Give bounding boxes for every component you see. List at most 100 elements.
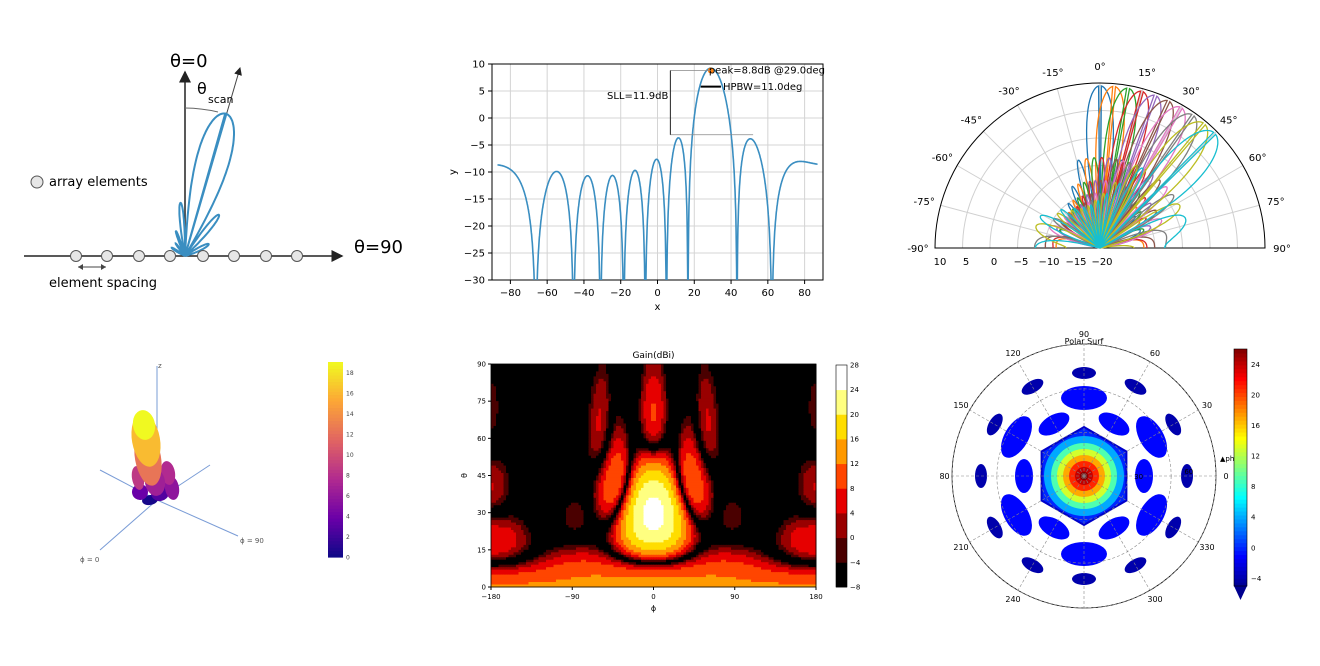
heatmap-cell (591, 420, 594, 424)
heatmap-cell (546, 368, 549, 372)
heatmap-cell (636, 396, 639, 400)
heatmap-cell (658, 416, 662, 420)
heatmap-cell (751, 378, 754, 382)
heatmap-cell (706, 423, 709, 427)
heatmap-cell (633, 393, 637, 397)
heatmap-cell (718, 383, 722, 387)
heatmap-cell (686, 398, 689, 402)
heatmap-cell (701, 393, 704, 397)
heatmap-cell (751, 388, 754, 392)
heatmap-cell (618, 371, 622, 375)
heatmap-cell (553, 376, 557, 380)
heatmap-cell (611, 373, 614, 377)
heatmap-cell (528, 425, 532, 429)
heatmap-cell (713, 413, 717, 417)
heatmap-cell (683, 378, 687, 382)
heatmap-cell (498, 371, 502, 375)
heatmap-cell (568, 364, 572, 367)
heatmap-cell (716, 425, 719, 429)
heatmap-cell (693, 381, 697, 385)
heatmap-cell (738, 411, 742, 415)
heatmap-cell (601, 376, 604, 380)
heatmap-cell (668, 398, 672, 402)
colorbar-cell (328, 518, 343, 522)
heatmap-cell (801, 383, 804, 387)
heatmap-cell (616, 420, 619, 424)
heatmap-cell (813, 406, 817, 410)
heatmap-cell (798, 396, 802, 400)
heatmap-cell (653, 391, 657, 395)
heatmap-cell (628, 373, 632, 377)
heatmap-cell (556, 391, 559, 395)
heatmap-cell (548, 413, 552, 417)
heatmap-cell (746, 408, 749, 412)
colorbar-cell (328, 362, 343, 366)
heatmap-cell (621, 413, 624, 417)
heatmap-cell (583, 373, 587, 377)
heatmap-cell (646, 423, 649, 427)
heatmap-cell (791, 408, 794, 412)
heatmap-cell (613, 396, 617, 400)
heatmap-cell (701, 413, 704, 417)
heatmap-cell (591, 416, 594, 420)
heatmap-cell (523, 413, 527, 417)
heatmap-cell (631, 368, 634, 372)
heatmap-cell (541, 406, 544, 410)
heatmap-cell (756, 368, 759, 372)
heatmap-cell (726, 364, 729, 367)
heatmap-cell (763, 383, 767, 387)
heatmap-cell (656, 393, 659, 397)
heatmap-cell (553, 420, 557, 424)
heatmap-cell (606, 411, 609, 415)
heatmap-cell (583, 406, 587, 410)
heatmap-cell (781, 381, 784, 385)
heatmap-cell (801, 418, 804, 422)
heatmap-cell (493, 428, 497, 432)
heatmap-cell (566, 381, 569, 385)
heatmap-cell (538, 383, 542, 387)
heatmap-cell (533, 406, 537, 410)
heatmap-cell (631, 371, 634, 375)
heatmap-cell (756, 416, 759, 420)
heatmap-cell (593, 373, 597, 377)
heatmap-cell (708, 364, 712, 367)
heatmap-cell (498, 388, 502, 392)
heatmap-cell (633, 408, 637, 412)
heatmap-cell (498, 376, 502, 380)
heatmap-cell (778, 391, 782, 395)
heatmap-cell (773, 403, 777, 407)
heatmap-cell (793, 398, 797, 402)
heatmap-cell (608, 418, 612, 422)
heatmap-cell (561, 416, 564, 420)
heatmap-cell (691, 408, 694, 412)
heatmap-cell (603, 406, 607, 410)
heatmap-cell (756, 391, 759, 395)
heatmap-cell (676, 383, 679, 387)
heatmap-cell (808, 383, 812, 387)
heatmap-cell (798, 366, 802, 370)
heatmap-cell (648, 396, 652, 400)
heatmap-cell (708, 396, 712, 400)
heatmap-cell (556, 373, 559, 377)
heatmap-cell (721, 366, 724, 370)
heatmap-cell (591, 398, 594, 402)
heatmap-cell (616, 368, 619, 372)
heatmap-cell (638, 368, 642, 372)
heatmap-cell (668, 411, 672, 415)
heatmap-cell (791, 366, 794, 370)
heatmap-cell (631, 403, 634, 407)
heatmap-cell (568, 420, 572, 424)
heatmap-cell (778, 373, 782, 377)
heatmap-cell (541, 364, 544, 367)
heatmap-cell (621, 393, 624, 397)
heatmap-cell (636, 378, 639, 382)
heatmap-cell (628, 371, 632, 375)
heatmap-cell (616, 364, 619, 367)
heatmap-cell (791, 391, 794, 395)
heatmap-cell (721, 398, 724, 402)
heatmap-cell (611, 418, 614, 422)
heatmap-cell (616, 386, 619, 390)
heatmap-cell (796, 364, 799, 367)
heatmap-cell (631, 381, 634, 385)
heatmap-cell (803, 386, 807, 390)
